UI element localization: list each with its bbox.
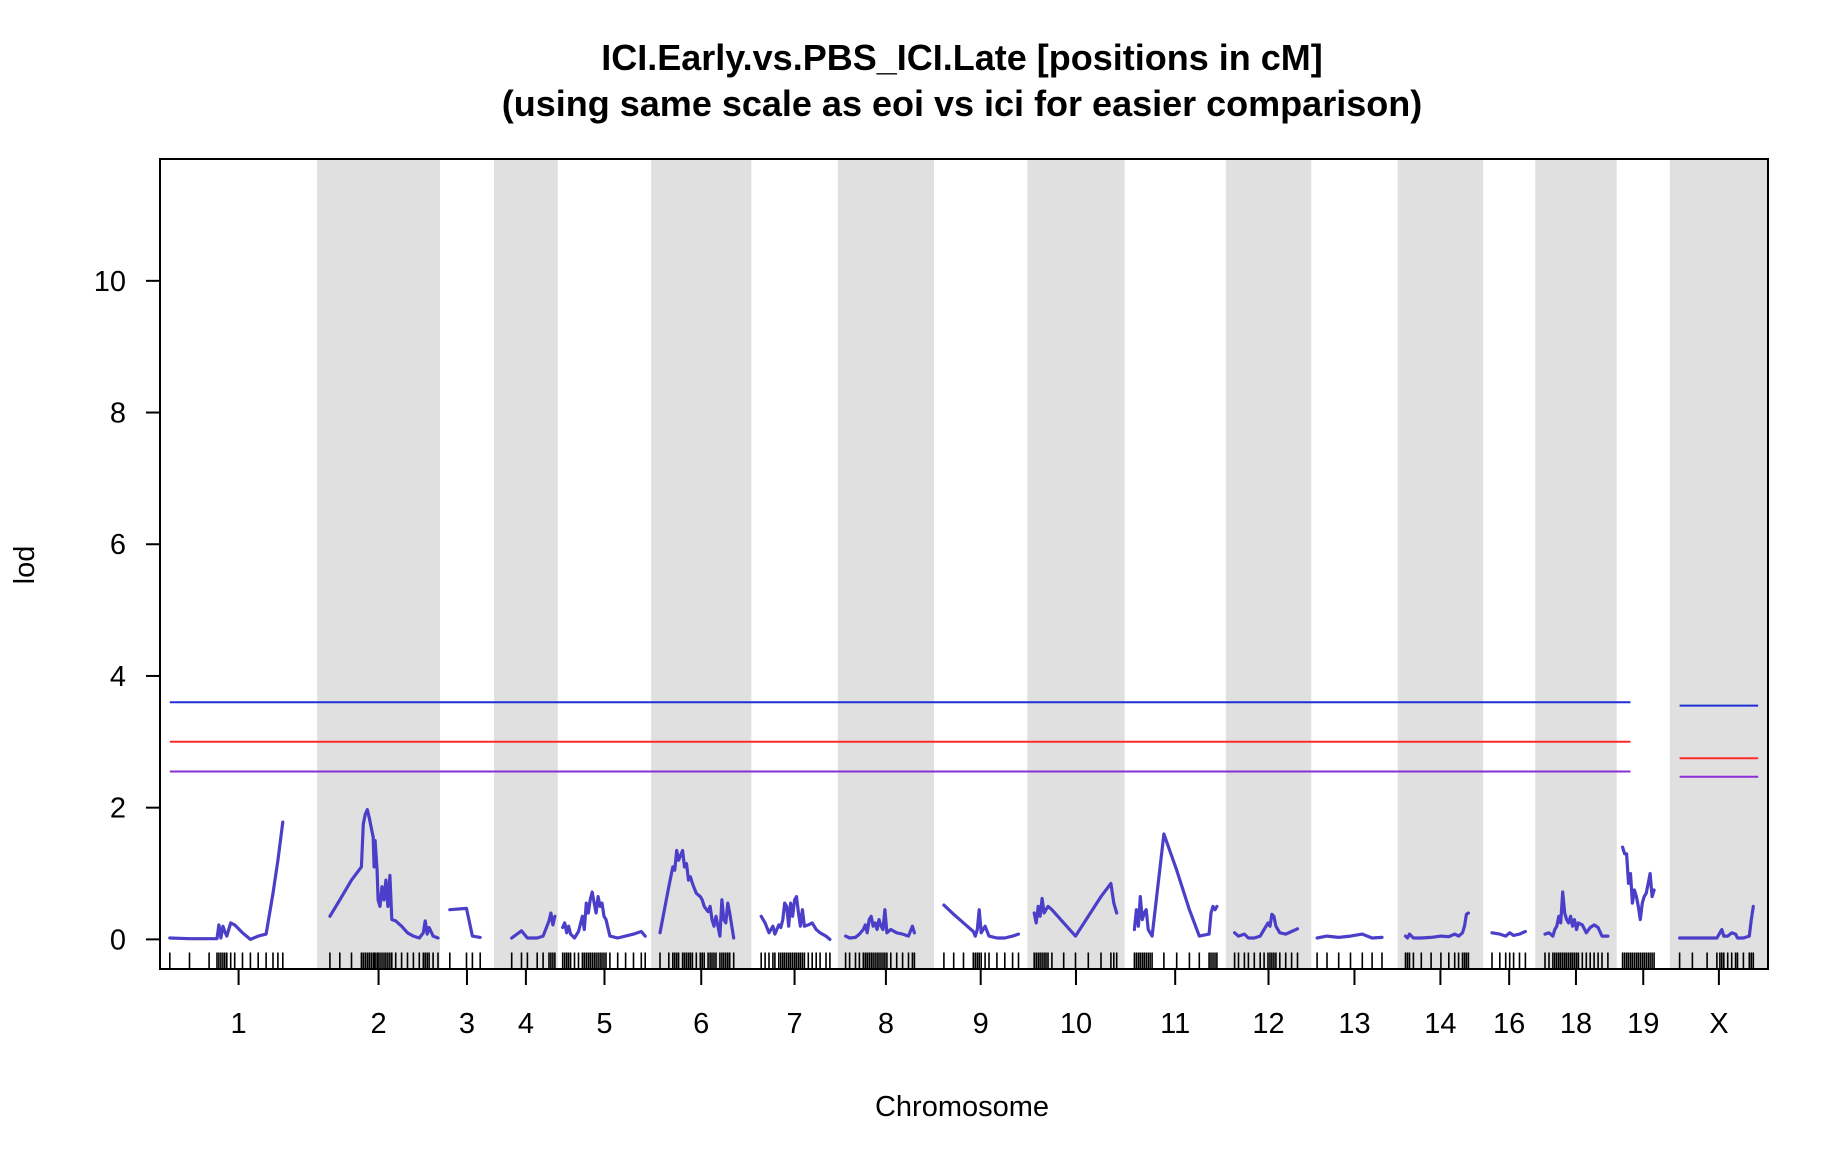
y-tick-label: 2 [110,793,126,825]
lod-curves [168,808,1755,941]
x-tick-label-chr-16: 16 [1493,1008,1525,1040]
lod-curve-chr-1 [168,820,285,941]
x-tick-label-chr-5: 5 [596,1008,612,1040]
lod-curve-chr-16 [1490,929,1527,938]
x-tick-label-chr-13: 13 [1338,1008,1370,1040]
chromosome-band-4 [493,159,558,969]
x-tick-label-chr-7: 7 [786,1008,802,1040]
x-tick-label-chr-8: 8 [878,1008,894,1040]
x-tick-label-chr-12: 12 [1252,1008,1284,1040]
x-tick-label-chr-X: X [1709,1008,1728,1040]
chart-title: ICI.Early.vs.PBS_ICI.Late [positions in … [601,37,1323,78]
y-tick-label: 6 [110,529,126,561]
lod-curve-chr-4 [510,911,557,940]
x-tick-label-chr-14: 14 [1424,1008,1456,1040]
lod-curve-chr-14 [1403,911,1470,940]
x-tick-label-chr-6: 6 [693,1008,709,1040]
lod-curve-chr-7 [759,895,832,941]
x-tick-label-chr-1: 1 [231,1008,247,1040]
x-tick-label-chr-19: 19 [1627,1008,1659,1040]
chromosome-band-12 [1225,159,1312,969]
threshold-lines [169,701,1759,778]
lod-curve-chr-6 [658,848,736,940]
lod-curve-chr-2 [328,808,440,940]
lod-curve-chr-18 [1543,890,1610,938]
chart-subtitle: (using same scale as eoi vs ici for easi… [502,83,1422,124]
y-tick-label: 8 [110,398,126,430]
lod-curve-chr-8 [844,908,916,940]
chromosome-band-X [1669,159,1768,969]
chromosome-bands [317,159,1768,969]
y-tick-label: 4 [110,661,126,693]
marker-rug [169,952,1755,969]
lod-curve-chr-12 [1233,912,1300,940]
lod-curve-chr-13 [1315,932,1384,940]
y-axis: 0 2 4 6 8 10 [94,266,161,956]
lod-curve-chr-9 [942,903,1021,940]
x-tick-label-chr-4: 4 [518,1008,534,1040]
chromosome-band-10 [1027,159,1125,969]
x-tick-label-chr-18: 18 [1560,1008,1592,1040]
y-axis-label: lod [9,546,41,585]
lod-curve-chr-11 [1132,832,1219,938]
chromosome-band-18 [1535,159,1617,969]
x-axis-label: Chromosome [875,1091,1049,1123]
lod-curve-chr-3 [448,906,482,939]
x-tick-label-chr-3: 3 [459,1008,475,1040]
lod-curve-chr-19 [1621,845,1656,922]
lod-curve-chr-X [1678,904,1755,940]
marker-ticks [169,952,1755,969]
y-tick-label: 10 [94,266,126,298]
chromosome-band-8 [837,159,935,969]
chromosome-band-6 [651,159,752,969]
x-tick-label-chr-9: 9 [973,1008,989,1040]
x-tick-label-chr-11: 11 [1160,1008,1190,1040]
y-tick-label: 0 [110,924,126,956]
x-tick-label-chr-10: 10 [1060,1008,1092,1040]
x-axis: 1 2 3 4 5 6 7 8 9 10 11 12 13 14 16 18 19 X [231,969,1729,1040]
chromosome-band-2 [317,159,440,969]
chromosome-band-14 [1397,159,1484,969]
lod-curve-chr-5 [561,890,647,940]
x-tick-label-chr-2: 2 [370,1008,386,1040]
lod-curve-chr-10 [1032,881,1119,938]
